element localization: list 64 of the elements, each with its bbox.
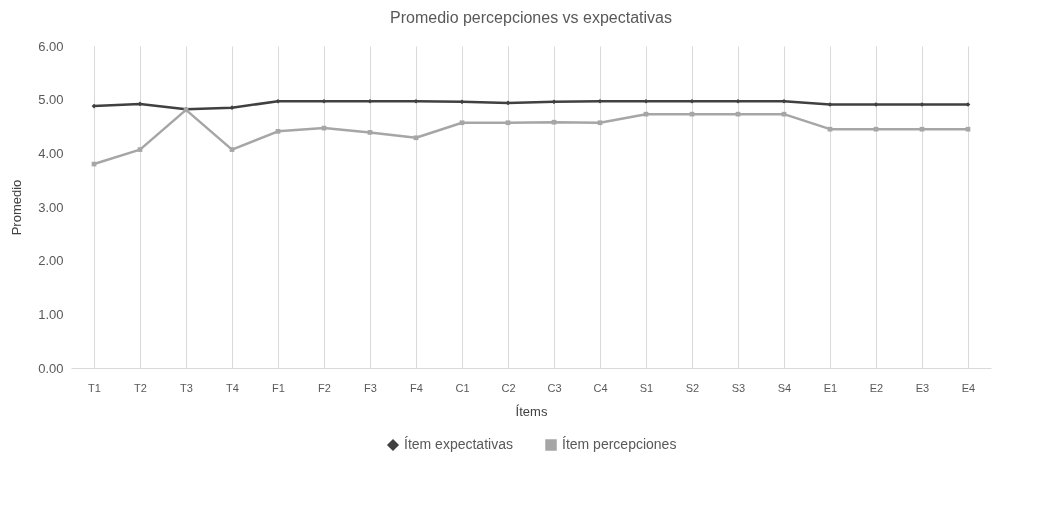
point bbox=[413, 135, 419, 141]
chart-title: Promedio percepciones vs expectativas bbox=[390, 9, 672, 26]
point bbox=[781, 111, 787, 117]
x-tick-label: T4 bbox=[226, 381, 239, 394]
x-tick-label: T1 bbox=[88, 381, 101, 394]
legend-label: Ítem percepciones bbox=[562, 436, 677, 452]
x-tick-label: F3 bbox=[364, 381, 377, 394]
y-tick-label: 2.00 bbox=[38, 253, 64, 269]
point bbox=[919, 126, 925, 132]
point bbox=[275, 128, 281, 134]
x-tick-label: E4 bbox=[961, 381, 976, 394]
point bbox=[689, 98, 695, 104]
point bbox=[735, 98, 741, 104]
point bbox=[229, 147, 235, 152]
x-tick-label: S2 bbox=[685, 381, 700, 394]
x-tick-label: T2 bbox=[134, 381, 147, 394]
point bbox=[321, 98, 327, 104]
point bbox=[505, 120, 511, 126]
point bbox=[459, 120, 465, 126]
x-tick-label: S3 bbox=[731, 381, 746, 394]
y-axis-title: Promedio bbox=[9, 179, 25, 236]
x-tick-label: T3 bbox=[180, 381, 193, 394]
point bbox=[643, 111, 649, 117]
x-tick-label: C3 bbox=[547, 381, 562, 394]
x-tick-label: C1 bbox=[455, 381, 470, 394]
x-tick-label: S1 bbox=[639, 381, 654, 394]
x-tick-label: E3 bbox=[915, 381, 930, 394]
y-tick-label: 5.00 bbox=[38, 92, 64, 108]
point bbox=[367, 130, 373, 135]
legend-label: Ítem expectativas bbox=[404, 436, 513, 452]
x-tick-label: E2 bbox=[869, 381, 884, 394]
y-tick-label: 1.00 bbox=[38, 306, 64, 322]
y-tick-label: 3.00 bbox=[38, 199, 64, 215]
point bbox=[965, 126, 971, 132]
x-axis-title: Ítems bbox=[515, 403, 548, 419]
x-tick-label: E1 bbox=[823, 381, 838, 394]
point bbox=[597, 98, 603, 104]
point bbox=[597, 120, 603, 126]
point bbox=[413, 98, 419, 104]
point bbox=[551, 99, 557, 105]
point bbox=[827, 126, 833, 132]
x-tick-label: C4 bbox=[593, 381, 608, 394]
point bbox=[367, 98, 373, 104]
point bbox=[91, 103, 97, 109]
x-tick-label: C2 bbox=[501, 381, 516, 394]
point bbox=[873, 126, 879, 132]
y-tick-label: 6.00 bbox=[38, 38, 64, 54]
point bbox=[505, 100, 511, 106]
point bbox=[137, 147, 143, 152]
point bbox=[275, 98, 281, 104]
x-tick-label: F4 bbox=[410, 381, 423, 394]
point bbox=[643, 98, 649, 104]
point bbox=[229, 105, 235, 111]
y-tick-label: 4.00 bbox=[38, 145, 64, 161]
point bbox=[137, 101, 143, 107]
x-tick-label: S4 bbox=[777, 381, 792, 394]
point bbox=[735, 111, 741, 117]
x-tick-label: F2 bbox=[318, 381, 331, 394]
y-tick-label: 0.00 bbox=[38, 360, 64, 376]
point bbox=[459, 99, 465, 105]
x-tick-label: F1 bbox=[272, 381, 285, 394]
point bbox=[551, 119, 557, 125]
point bbox=[781, 98, 787, 104]
point bbox=[689, 111, 695, 117]
